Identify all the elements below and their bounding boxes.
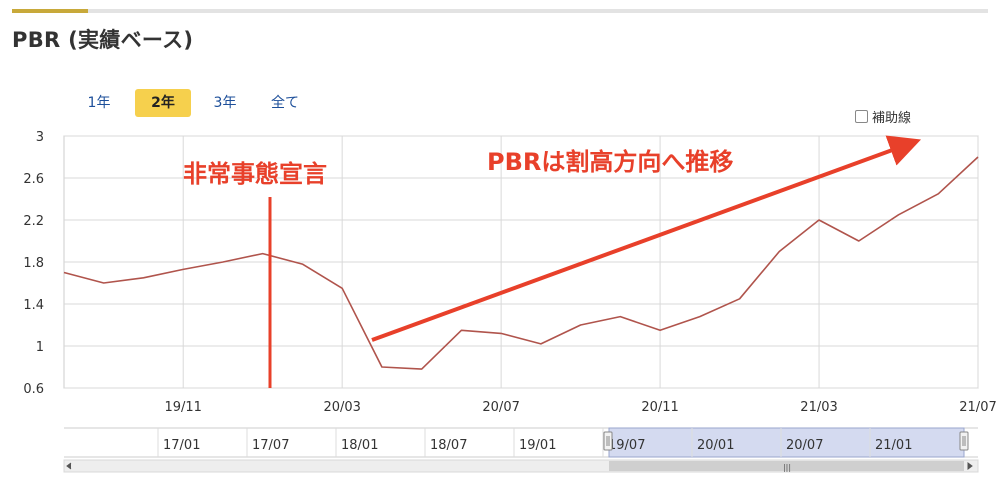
y-tick-label: 2.2 bbox=[23, 214, 44, 229]
navigator-right-handle[interactable] bbox=[959, 431, 969, 451]
y-tick-label: 0.6 bbox=[23, 382, 44, 397]
page-title: PBR (実績ベース) bbox=[12, 28, 194, 52]
x-tick-label: 21/07 bbox=[959, 400, 996, 415]
x-tick-label: 20/03 bbox=[323, 400, 360, 415]
navigator-tick-label: 18/07 bbox=[430, 438, 467, 453]
trend-arrow bbox=[371, 135, 922, 342]
range-3y-button[interactable]: 3年 bbox=[213, 95, 237, 111]
y-tick-label: 3 bbox=[36, 130, 44, 145]
navigator-tick-label: 20/07 bbox=[786, 438, 823, 453]
event-label: 非常事態宣言 bbox=[183, 160, 327, 188]
series-line bbox=[63, 156, 979, 370]
navigator-tick-label: 17/07 bbox=[252, 438, 289, 453]
trend-label: PBRは割高方向へ推移 bbox=[487, 148, 733, 176]
x-tick-label: 20/07 bbox=[482, 400, 519, 415]
y-tick-label: 1 bbox=[36, 340, 44, 355]
aux-line-label: 補助線 bbox=[872, 111, 912, 126]
range-1y-button[interactable]: 1年 bbox=[87, 95, 111, 111]
navigator-left-handle[interactable] bbox=[603, 431, 613, 451]
y-tick-label: 2.6 bbox=[23, 172, 44, 187]
navigator-tick-label: 19/01 bbox=[519, 438, 556, 453]
navigator-tick-label: 18/01 bbox=[341, 438, 378, 453]
navigator-tick-label: 21/01 bbox=[875, 438, 912, 453]
y-tick-label: 1.8 bbox=[23, 256, 44, 271]
navigator: 17/01 17/07 18/01 18/07 19/01 19/07 20/01 20/07… bbox=[63, 427, 979, 473]
navigator-tick-label: 20/01 bbox=[697, 438, 734, 453]
scrollbar-thumb[interactable] bbox=[609, 461, 964, 471]
navigator-tick-label: 17/01 bbox=[163, 438, 200, 453]
x-tick-label: 21/03 bbox=[800, 400, 837, 415]
scroll-right-arrow-icon[interactable] bbox=[967, 462, 973, 470]
top-divider-accent bbox=[12, 9, 88, 13]
scroll-left-arrow-icon[interactable] bbox=[66, 462, 72, 470]
range-all-button[interactable]: 全て bbox=[271, 95, 299, 111]
navigator-selected-window[interactable] bbox=[608, 427, 965, 458]
navigator-tick-label: 19/07 bbox=[608, 438, 645, 453]
aux-line-toggle[interactable]: 補助線 bbox=[855, 107, 911, 126]
x-tick-label: 20/11 bbox=[641, 400, 678, 415]
range-2y-button[interactable]: 2年 bbox=[135, 89, 191, 117]
x-tick-label: 19/11 bbox=[164, 400, 201, 415]
y-tick-label: 1.4 bbox=[23, 298, 44, 313]
aux-line-checkbox[interactable] bbox=[855, 110, 868, 123]
scrollbar-thumb-grip: ||| bbox=[783, 463, 791, 472]
top-divider bbox=[12, 9, 988, 13]
